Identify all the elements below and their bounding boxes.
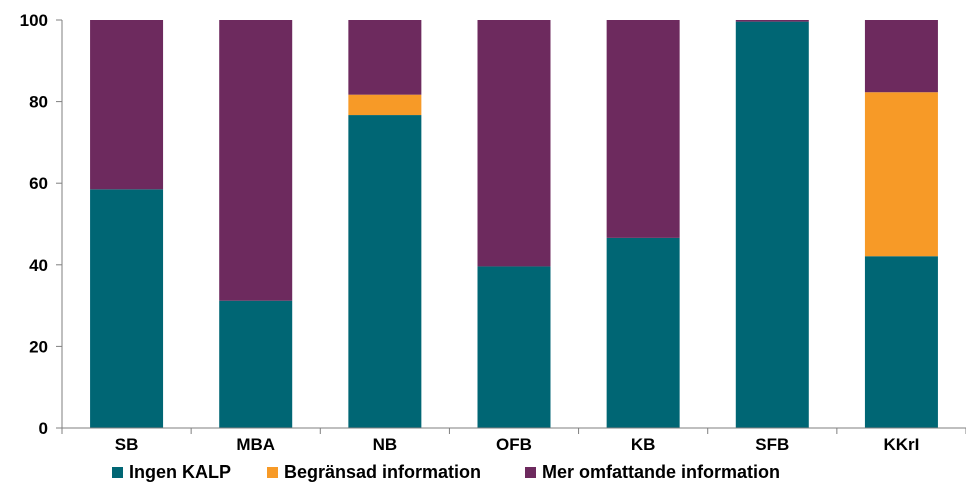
y-axis-ticks: 0 20 40 60 80 100 <box>20 11 62 438</box>
y-tick-label: 60 <box>29 174 48 193</box>
bar-nb-ingen-kalp <box>348 115 422 428</box>
y-tick-label: 0 <box>39 419 48 438</box>
bar-kkri-begransad-information <box>864 92 938 257</box>
bar-kb-mer-omfattande-information <box>606 20 680 238</box>
legend-swatch-begransad-information <box>267 466 278 478</box>
bar-mba-ingen-kalp <box>219 300 293 428</box>
x-category-label-sb: SB <box>115 435 139 454</box>
legend-item-ingen-kalp: Ingen KALP <box>112 462 231 483</box>
x-category-label-kkri: KKrI <box>883 435 919 454</box>
y-tick-label: 20 <box>29 337 48 356</box>
legend: Ingen KALP Begränsad information Mer omf… <box>112 460 780 484</box>
legend-item-mer-omfattande-information: Mer omfattande information <box>525 462 780 483</box>
bar-mba-mer-omfattande-information <box>219 20 293 301</box>
bar-kkri-mer-omfattande-information <box>864 20 938 93</box>
x-category-label-ofb: OFB <box>496 435 532 454</box>
bar-sb-ingen-kalp <box>90 189 164 428</box>
bar-nb-mer-omfattande-information <box>348 20 422 95</box>
x-category-label-kb: KB <box>631 435 656 454</box>
legend-label-ingen-kalp: Ingen KALP <box>129 461 231 482</box>
y-tick-label: 100 <box>20 11 48 30</box>
x-category-label-mba: MBA <box>236 435 275 454</box>
legend-label-mer-omfattande-information: Mer omfattande information <box>542 461 781 482</box>
legend-label-begransad-information: Begränsad information <box>284 461 482 482</box>
bar-sfb-ingen-kalp <box>735 21 809 428</box>
bar-nb-begransad-information <box>348 94 422 116</box>
bar-sfb-mer-omfattande-information <box>735 20 809 22</box>
bar-kkri-ingen-kalp <box>864 256 938 428</box>
x-category-label-nb: NB <box>373 435 398 454</box>
legend-swatch-ingen-kalp <box>112 466 123 478</box>
bars-group <box>90 20 938 428</box>
bar-kb-ingen-kalp <box>606 237 680 428</box>
y-tick-label: 80 <box>29 93 48 112</box>
x-category-label-sfb: SFB <box>755 435 789 454</box>
bar-ofb-mer-omfattande-information <box>477 20 551 267</box>
x-axis-ticks: SB MBA NB OFB KB SFB KKrI <box>61 428 966 454</box>
bar-sb-mer-omfattande-information <box>90 20 164 190</box>
y-tick-label: 40 <box>29 256 48 275</box>
bar-ofb-ingen-kalp <box>477 266 551 428</box>
legend-swatch-mer-omfattande-information <box>525 466 537 478</box>
legend-item-begransad-information: Begränsad information <box>267 462 481 483</box>
